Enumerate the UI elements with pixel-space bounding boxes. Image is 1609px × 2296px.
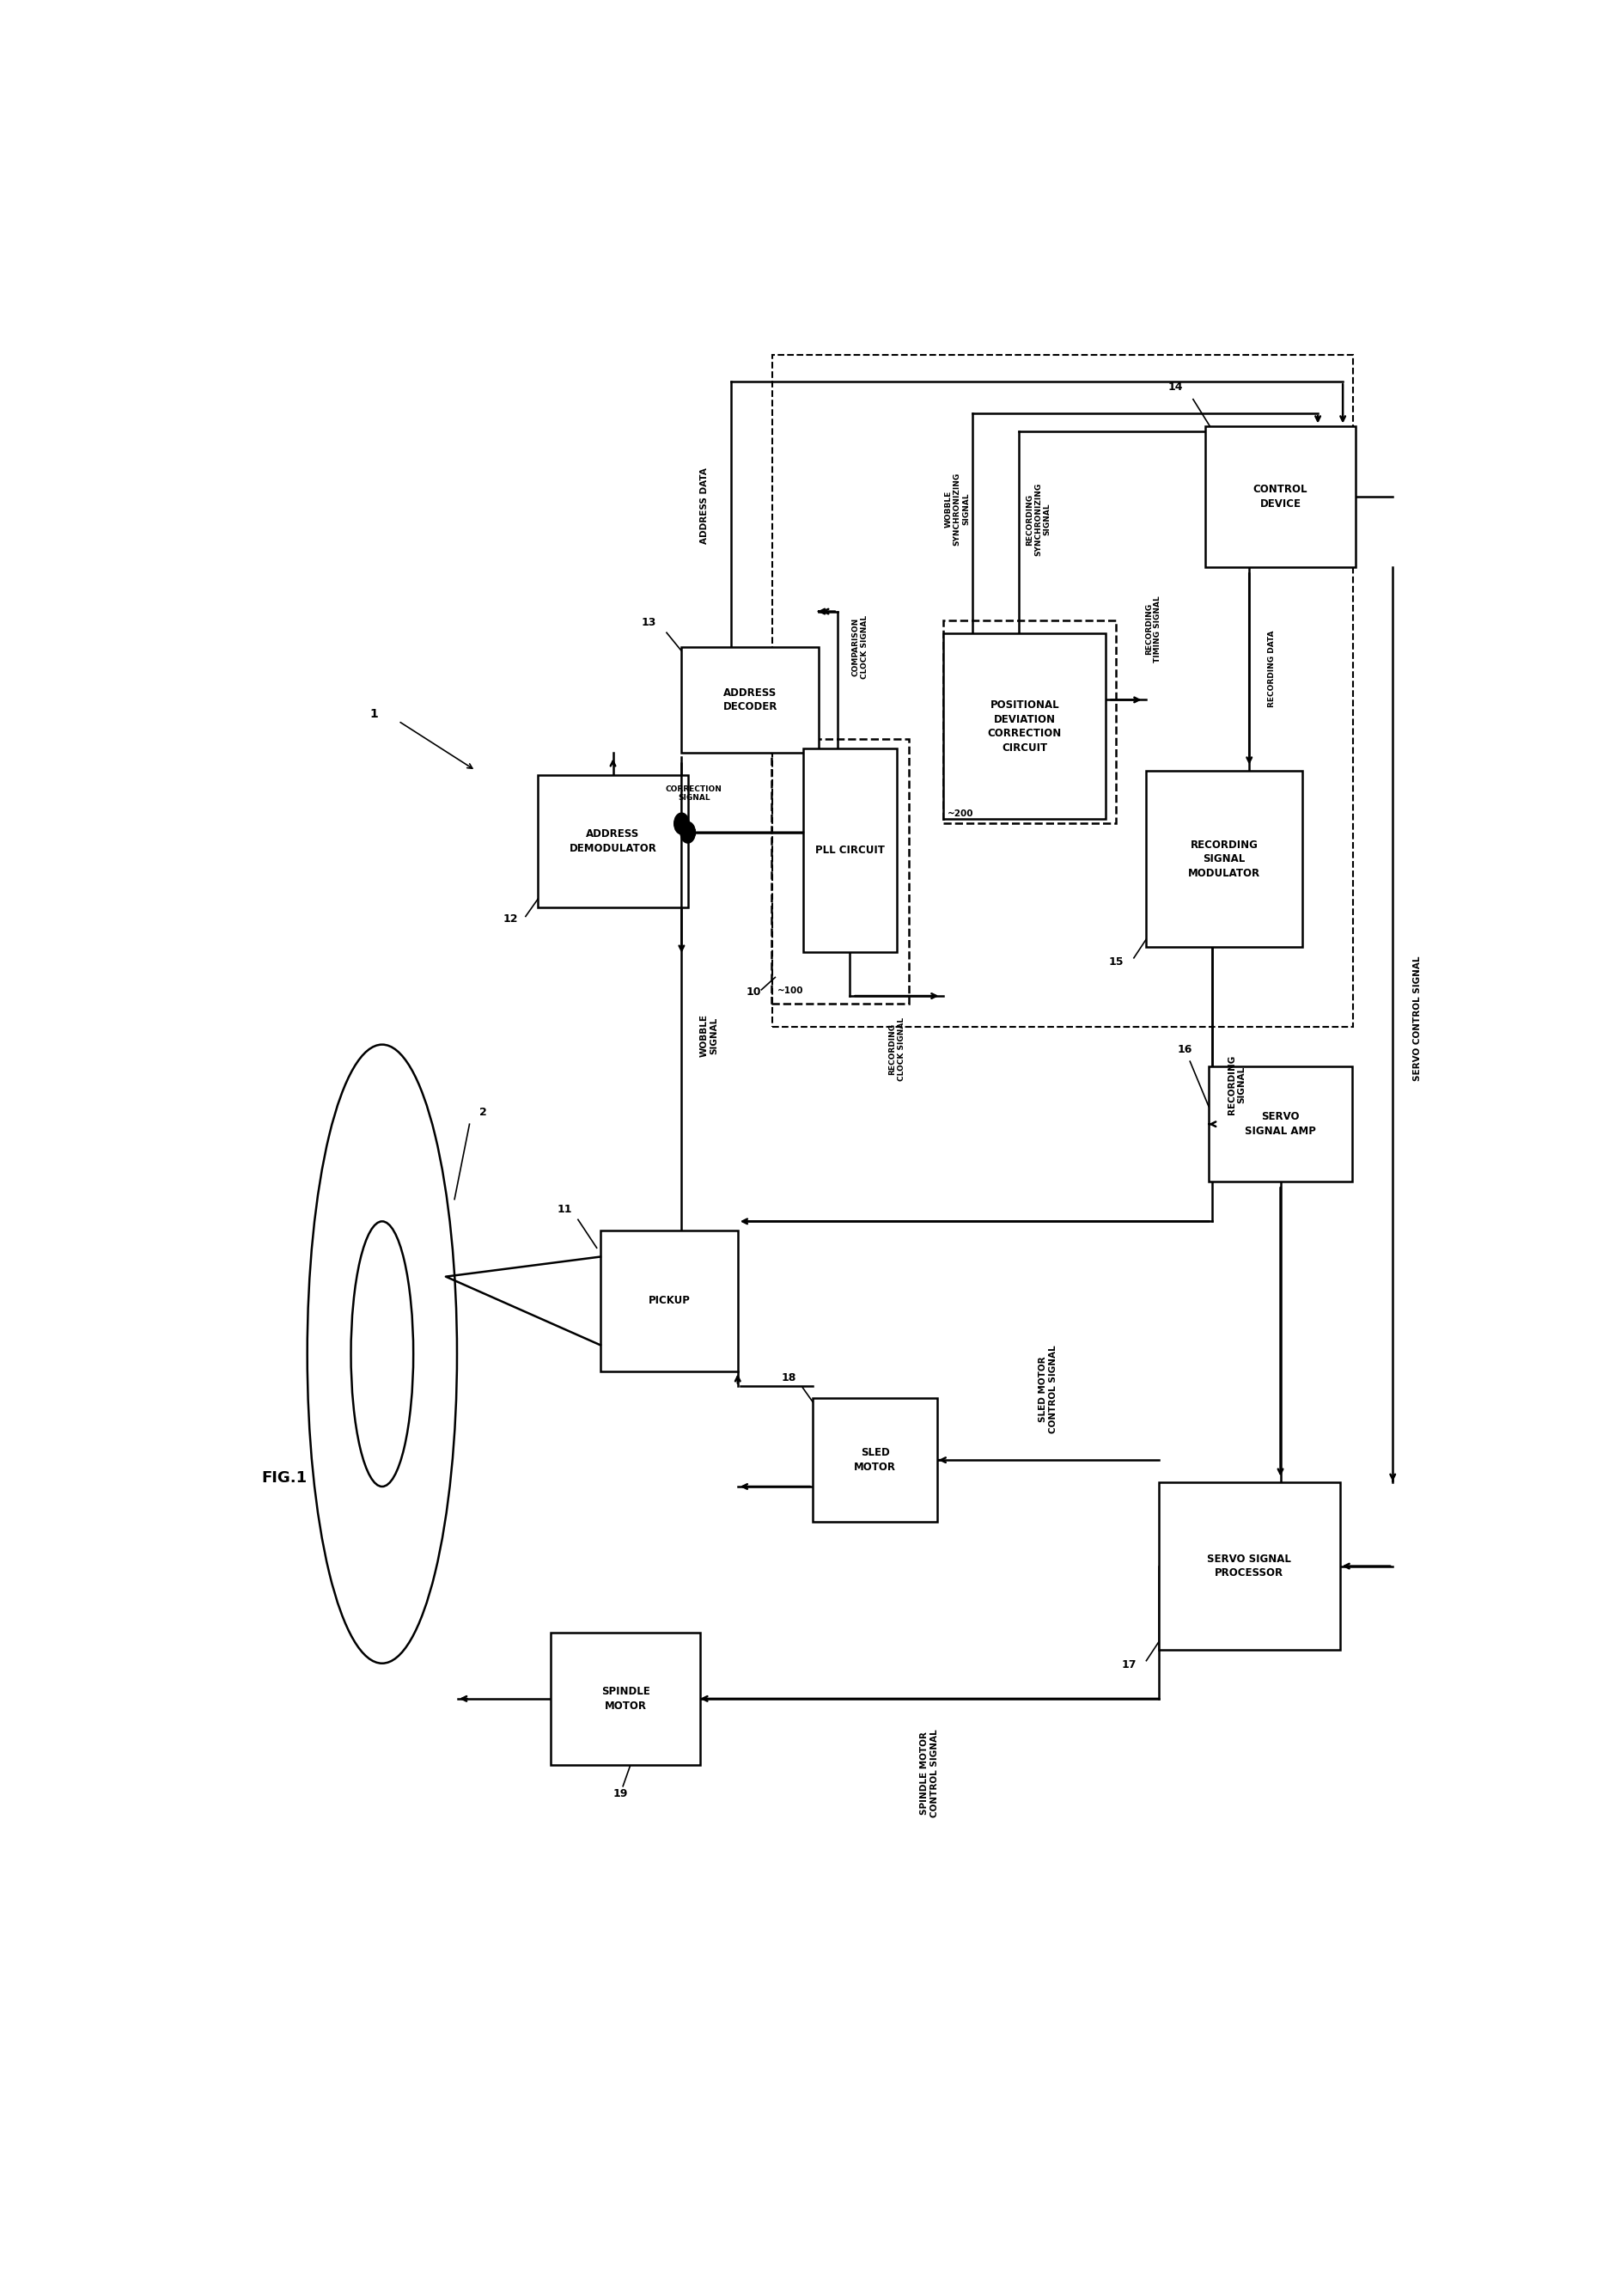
FancyBboxPatch shape — [681, 647, 819, 753]
FancyBboxPatch shape — [1158, 1483, 1339, 1651]
FancyBboxPatch shape — [803, 748, 896, 953]
Ellipse shape — [307, 1045, 457, 1662]
Text: 17: 17 — [1121, 1660, 1136, 1669]
Ellipse shape — [351, 1221, 414, 1486]
Text: 1: 1 — [370, 707, 378, 721]
FancyBboxPatch shape — [537, 776, 687, 907]
Text: RECORDING
TIMING SIGNAL: RECORDING TIMING SIGNAL — [1144, 595, 1162, 664]
Text: WOBBLE
SIGNAL: WOBBLE SIGNAL — [700, 1015, 718, 1056]
Circle shape — [674, 813, 689, 833]
FancyBboxPatch shape — [600, 1231, 737, 1371]
Text: SERVO CONTROL SIGNAL: SERVO CONTROL SIGNAL — [1413, 955, 1421, 1081]
Text: SLED
MOTOR: SLED MOTOR — [853, 1446, 896, 1472]
Text: ADDRESS DATA: ADDRESS DATA — [700, 466, 708, 544]
Text: SLED MOTOR
CONTROL SIGNAL: SLED MOTOR CONTROL SIGNAL — [1038, 1345, 1057, 1433]
FancyBboxPatch shape — [1146, 771, 1302, 948]
Text: 15: 15 — [1109, 957, 1123, 967]
Text: SPINDLE MOTOR
CONTROL SIGNAL: SPINDLE MOTOR CONTROL SIGNAL — [920, 1729, 938, 1816]
Text: RECORDING
SIGNAL: RECORDING SIGNAL — [1226, 1054, 1245, 1114]
Text: POSITIONAL
DEVIATION
CORRECTION
CIRCUIT: POSITIONAL DEVIATION CORRECTION CIRCUIT — [986, 700, 1062, 753]
Text: ADDRESS
DEMODULATOR: ADDRESS DEMODULATOR — [570, 829, 656, 854]
FancyBboxPatch shape — [550, 1632, 700, 1766]
Text: 13: 13 — [642, 618, 656, 629]
Text: 11: 11 — [557, 1203, 571, 1215]
Text: COMPARISON
CLOCK SIGNAL: COMPARISON CLOCK SIGNAL — [851, 615, 867, 680]
Text: 16: 16 — [1176, 1045, 1192, 1056]
Text: SPINDLE
MOTOR: SPINDLE MOTOR — [600, 1685, 650, 1711]
Text: SERVO
SIGNAL AMP: SERVO SIGNAL AMP — [1244, 1111, 1315, 1137]
Text: RECORDING
SIGNAL
MODULATOR: RECORDING SIGNAL MODULATOR — [1187, 838, 1260, 879]
FancyBboxPatch shape — [943, 634, 1105, 820]
Text: RECORDING
SYNCHRONIZING
SIGNAL: RECORDING SYNCHRONIZING SIGNAL — [1025, 482, 1051, 556]
FancyBboxPatch shape — [1208, 1068, 1352, 1182]
Text: FIG.1: FIG.1 — [261, 1469, 307, 1486]
Text: RECORDING DATA: RECORDING DATA — [1268, 631, 1274, 707]
Text: 19: 19 — [613, 1789, 628, 1800]
Text: ~200: ~200 — [946, 810, 973, 817]
Text: PLL CIRCUIT: PLL CIRCUIT — [814, 845, 885, 856]
Text: 2: 2 — [479, 1107, 486, 1118]
FancyBboxPatch shape — [813, 1398, 936, 1522]
Text: 12: 12 — [504, 914, 518, 925]
Text: WOBBLE
SYNCHRONIZING
SIGNAL: WOBBLE SYNCHRONIZING SIGNAL — [944, 473, 970, 546]
Text: CORRECTION
SIGNAL: CORRECTION SIGNAL — [666, 785, 722, 801]
Circle shape — [681, 822, 695, 843]
Text: CONTROL
DEVICE: CONTROL DEVICE — [1252, 484, 1307, 510]
FancyBboxPatch shape — [1205, 425, 1355, 567]
Text: ~100: ~100 — [777, 987, 803, 994]
Text: ADDRESS
DECODER: ADDRESS DECODER — [722, 687, 777, 712]
Text: 18: 18 — [780, 1373, 796, 1382]
Text: 14: 14 — [1168, 381, 1183, 393]
Text: RECORDING
CLOCK SIGNAL: RECORDING CLOCK SIGNAL — [888, 1017, 904, 1081]
Text: 10: 10 — [747, 987, 761, 999]
Text: PICKUP: PICKUP — [648, 1295, 690, 1306]
Text: SERVO SIGNAL
PROCESSOR: SERVO SIGNAL PROCESSOR — [1207, 1554, 1290, 1580]
